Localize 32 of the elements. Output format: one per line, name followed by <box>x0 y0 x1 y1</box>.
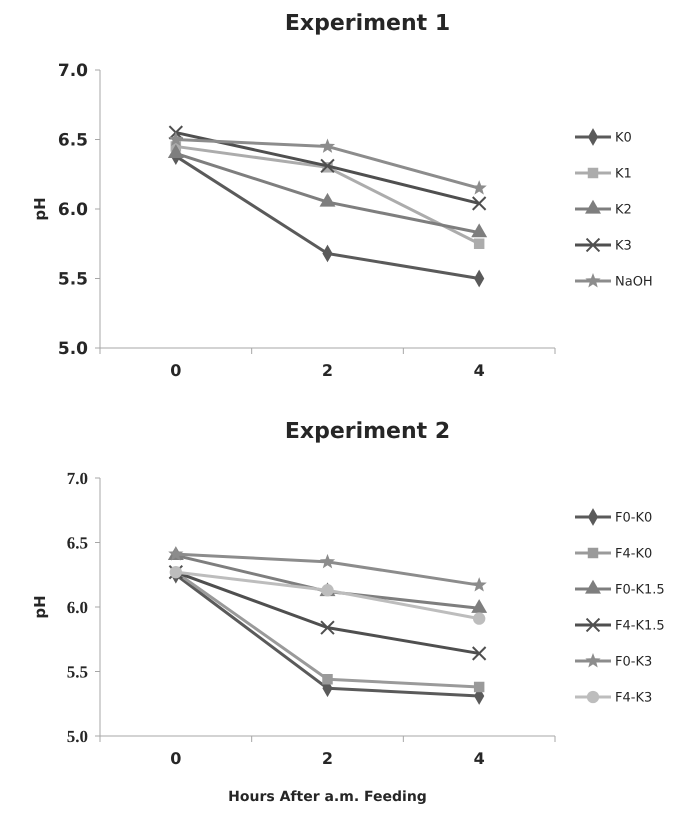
y-tick-label: 5.0 <box>58 338 88 359</box>
y-axis-title: pH <box>31 595 49 619</box>
x-tick-label: 4 <box>474 749 485 768</box>
y-tick-label: 5.5 <box>66 662 88 682</box>
y-tick-label: 6.5 <box>66 533 88 552</box>
legend-label: F0-K3 <box>615 654 652 670</box>
legend-label: F4-K3 <box>615 690 652 706</box>
x-tick-label: 0 <box>170 361 182 380</box>
y-tick-label: 5.0 <box>66 726 88 746</box>
x-tick-label: 0 <box>170 749 182 768</box>
chart-title: Experiment 2 <box>284 419 450 444</box>
legend-label: NaOH <box>615 274 653 290</box>
y-tick-label: 6.0 <box>58 200 88 220</box>
y-tick-label: 6.5 <box>58 130 88 150</box>
x-tick-label: 2 <box>322 749 334 768</box>
legend-label: K0 <box>615 130 632 146</box>
x-axis-title: Hours After a.m. Feeding <box>228 789 427 805</box>
legend-label: F0-K1.5 <box>615 582 665 598</box>
y-tick-label: 7.0 <box>66 468 88 488</box>
chart-title: Experiment 1 <box>284 11 450 36</box>
legend-label: F0-K0 <box>615 510 652 526</box>
legend-label: K1 <box>615 166 632 182</box>
legend-label: F4-K0 <box>615 546 652 562</box>
x-tick-label: 2 <box>322 361 334 380</box>
y-tick-label: 6.0 <box>66 598 88 617</box>
y-tick-label: 5.5 <box>58 269 88 290</box>
y-axis-title: pH <box>31 197 49 221</box>
x-tick-label: 4 <box>474 361 485 380</box>
legend-label: K2 <box>615 202 632 218</box>
y-tick-label: 7.0 <box>58 60 88 81</box>
legend-label: F4-K1.5 <box>615 618 665 634</box>
legend-label: K3 <box>615 238 632 254</box>
